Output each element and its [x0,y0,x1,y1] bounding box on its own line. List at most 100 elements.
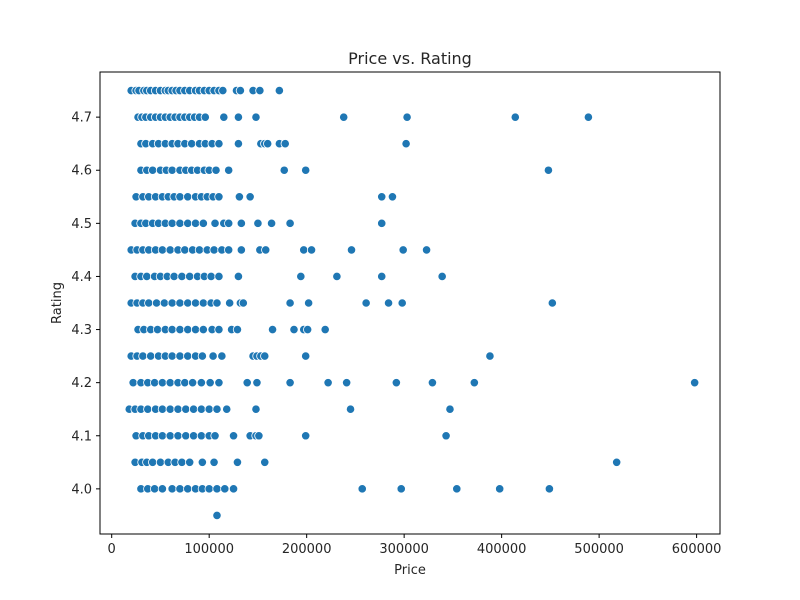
data-point [236,245,246,255]
data-point [183,484,193,494]
data-point [167,218,177,228]
data-point [167,324,177,335]
data-point [233,139,244,149]
data-point [155,457,166,467]
data-point [342,378,352,388]
data-point [149,484,160,494]
points-layer [124,85,700,521]
data-point [232,457,243,467]
data-point [289,324,299,335]
data-point [214,324,224,335]
data-point [204,484,214,494]
data-point [224,245,234,255]
data-point [190,298,201,308]
data-point [212,404,222,414]
data-point [157,484,167,494]
data-point [427,378,438,388]
data-point [144,298,154,308]
data-point [205,378,215,388]
data-point [510,112,520,122]
plot-frame [99,71,721,535]
data-point [197,351,207,361]
x-tick-label: 600000 [672,542,722,557]
data-point [421,245,432,255]
data-point [401,139,411,149]
data-point [183,192,193,202]
data-point [261,245,271,255]
data-point [469,378,479,388]
x-tick-label: 100000 [184,542,234,557]
x-tick-label: 0 [108,542,116,557]
data-point [233,271,244,282]
data-point [159,298,169,308]
data-point [263,139,273,149]
y-axis-label: Rating [50,282,65,324]
data-point [157,378,167,388]
data-point [214,192,224,202]
data-point [260,457,270,467]
data-point [177,271,187,282]
data-point [296,271,306,282]
data-point [452,484,462,494]
data-point [198,324,208,335]
data-point [148,165,158,175]
data-point [285,298,295,308]
data-point [232,324,243,335]
y-tick-label: 4.1 [71,429,92,444]
data-point [196,404,206,414]
x-tick-label: 500000 [574,542,624,557]
data-point [181,404,191,414]
data-point [175,298,185,308]
y-tick-label: 4.5 [71,217,92,232]
y-tick-label: 4.6 [71,164,92,179]
data-point [285,378,295,388]
data-point [214,378,224,388]
data-point [357,484,367,494]
data-point [175,218,185,228]
data-point [157,404,167,414]
data-point [190,324,201,335]
data-point [583,112,594,122]
x-tick-label: 200000 [282,542,332,557]
data-point [543,165,554,175]
data-point [211,165,221,175]
data-point [224,218,234,228]
data-point [167,351,177,361]
data-point [190,218,201,228]
data-point [183,218,193,228]
data-point [128,378,138,388]
data-point [173,431,183,441]
data-point [183,298,193,308]
data-point [188,431,199,441]
data-point [149,378,160,388]
data-point [303,324,313,335]
data-point [188,378,198,388]
data-point [251,404,261,414]
data-point [397,298,407,308]
x-tick-label: 400000 [477,542,527,557]
data-point [196,378,206,388]
data-point [169,271,179,282]
data-point [214,271,224,282]
data-point [383,298,394,308]
data-point [280,139,290,149]
data-point [185,457,195,467]
data-point [224,165,234,175]
data-point [180,245,190,255]
data-point [209,457,219,467]
data-point [146,351,156,361]
data-point [165,404,175,414]
data-point [206,271,216,282]
data-point [183,351,193,361]
data-point [339,112,349,122]
data-point [266,218,277,228]
data-point [212,298,222,308]
data-point [234,192,244,202]
data-point [495,484,505,494]
data-point [222,404,232,414]
data-point [225,298,235,308]
data-point [198,298,208,308]
y-tick-label: 4.2 [71,376,92,391]
x-axis: 0 100000 200000 300000 400000 500000 600000 [108,534,722,557]
